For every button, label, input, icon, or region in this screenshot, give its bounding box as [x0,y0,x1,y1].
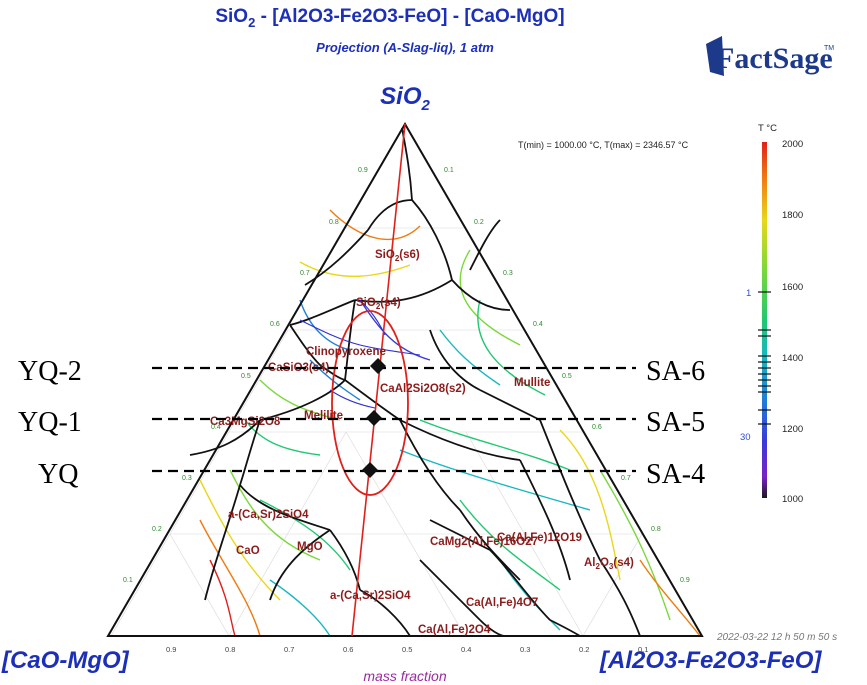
phase-label-sio2-s4: SiO2(s4) [356,297,401,311]
factsage-logo: FactSage TM [706,36,834,76]
phase-boundaries [189,127,641,637]
phase-label-a-casr-upper: a-(Ca,Sr)2SiO4 [228,509,309,521]
temperature-range-note: T(min) = 1000.00 °C, T(max) = 2346.57 °C [518,140,689,150]
svg-text:0.6: 0.6 [343,645,353,654]
svg-text:0.6: 0.6 [270,321,280,328]
mass-fraction-label: mass fraction [363,668,446,684]
svg-text:0.3: 0.3 [182,475,192,482]
sample-markers [362,358,386,478]
svg-text:0.5: 0.5 [562,373,572,380]
temperature-colorbar: T °C 2000 1800 1600 1400 1200 1000 1 30 [740,123,803,505]
svg-text:0.9: 0.9 [166,645,176,654]
svg-text:0.4: 0.4 [533,321,543,328]
sample-region-ellipse [331,310,409,496]
phase-label-melilite: Melilite [304,410,343,422]
svg-text:0.5: 0.5 [241,373,251,380]
colorbar-gradient [762,142,767,498]
svg-text:0.1: 0.1 [444,167,454,174]
svg-text:30: 30 [740,432,751,443]
phase-labels: SiO2(s6) SiO2(s4) Clinopyroxene CaSiO3(s… [210,249,634,636]
composition-line [351,123,406,637]
phase-label-mgo: MgO [297,541,323,553]
subtitle: Projection (A-Slag-liq), 1 atm [316,40,494,55]
svg-text:0.2: 0.2 [152,526,162,533]
right-edge-ticks: 0.1 0.2 0.3 0.4 0.5 0.6 0.7 0.8 0.9 [444,167,690,584]
phase-label-sio2-s6: SiO2(s6) [375,249,420,263]
bottom-axis-ticks: 0.9 0.8 0.7 0.6 0.5 0.4 0.3 0.2 0.1 [166,645,648,654]
svg-text:0.1: 0.1 [638,645,648,654]
svg-text:1600: 1600 [782,282,803,293]
svg-text:0.8: 0.8 [651,526,661,533]
phase-label-al2o3-s4: Al2O3(s4) [584,557,634,571]
phase-label-clinopyroxene: Clinopyroxene [306,346,386,358]
svg-text:0.2: 0.2 [474,219,484,226]
svg-text:0.6: 0.6 [592,424,602,431]
svg-text:0.3: 0.3 [503,270,513,277]
svg-text:0.9: 0.9 [358,167,368,174]
phase-label-ca-alfe-12o19: Ca(Al,Fe)12O19 [497,532,582,544]
phase-label-cao: CaO [236,545,260,557]
ternary-triangle [106,122,704,637]
sample-label-yq-2: YQ-2 [18,356,82,387]
svg-text:TM: TM [824,45,834,52]
svg-text:FactSage: FactSage [716,42,833,75]
sample-marker-sa-6 [370,358,386,374]
phase-label-mullite: Mullite [514,377,550,389]
phase-label-anorthite: CaAl2Si2O8(s2) [380,383,466,395]
phase-label-ca-alfe-4o7: Ca(Al,Fe)4O7 [466,597,538,609]
corner-label-sio2: SiO2 [380,83,430,114]
svg-text:0.5: 0.5 [402,645,412,654]
svg-text:1400: 1400 [782,353,803,364]
svg-text:0.9: 0.9 [680,577,690,584]
sample-guide-lines [152,366,636,473]
svg-text:0.7: 0.7 [284,645,294,654]
corner-label-al2o3-fe2o3-feo: [Al2O3-Fe2O3-FeO] [599,647,822,674]
svg-text:0.4: 0.4 [211,424,221,431]
phase-label-ca-alfe-2o4: Ca(Al,Fe)2O4 [418,624,491,636]
svg-text:0.7: 0.7 [300,270,310,277]
sample-marker-sa-4 [362,462,378,478]
svg-text:1: 1 [746,288,751,299]
timestamp: 2022-03-22 12 h 50 m 50 s [716,632,837,643]
svg-text:0.4: 0.4 [461,645,471,654]
phase-label-camg-alfe: CaMg2(Al,Fe)16O27 [430,536,538,548]
svg-text:0.2: 0.2 [579,645,589,654]
svg-text:2000: 2000 [782,139,803,150]
svg-text:0.7: 0.7 [621,475,631,482]
sample-label-yq-1: YQ-1 [18,407,82,438]
phase-label-a-casr-lower: a-(Ca,Sr)2SiO4 [330,590,411,602]
svg-text:1000: 1000 [782,494,803,505]
phase-label-ca3mgsi2o8: Ca3MgSi2O8 [210,416,281,428]
isotherm-contours [199,209,701,637]
svg-text:0.1: 0.1 [123,577,133,584]
colorbar-unit: T °C [758,123,777,134]
svg-text:0.8: 0.8 [225,645,235,654]
svg-text:0.8: 0.8 [329,219,339,226]
corner-label-cao-mgo: [CaO-MgO] [1,647,130,674]
page-title: SiO2 - [Al2O3-Fe2O3-FeO] - [CaO-MgO] [215,6,564,30]
svg-text:0.3: 0.3 [520,645,530,654]
sample-label-sa-5: SA-5 [646,407,705,438]
sample-label-yq: YQ [38,459,78,490]
sample-marker-sa-5 [366,410,382,426]
sample-label-sa-6: SA-6 [646,356,705,387]
sample-label-sa-4: SA-4 [646,459,705,490]
svg-text:1200: 1200 [782,424,803,435]
left-edge-ticks: 0.1 0.2 0.3 0.4 0.5 0.6 0.7 0.8 0.9 [123,167,368,584]
svg-text:1800: 1800 [782,210,803,221]
